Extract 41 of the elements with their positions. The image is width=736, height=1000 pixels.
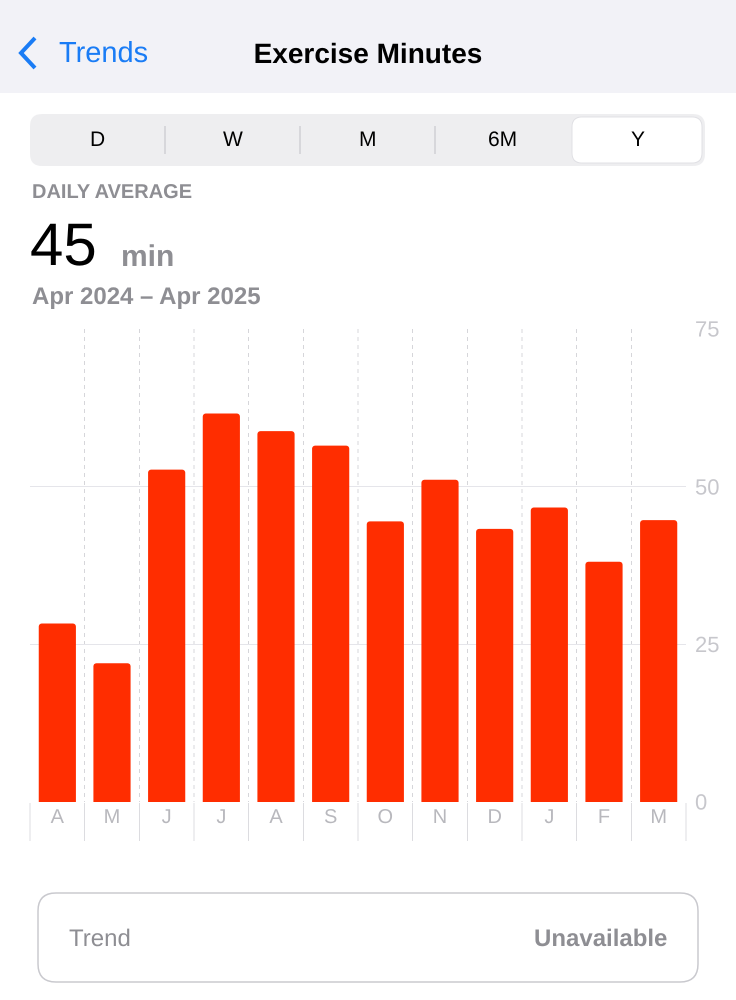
text: DAILY AVERAGE <box>32 181 192 203</box>
chart-title: Exercise Minutes <box>254 38 482 69</box>
bar <box>257 431 295 802</box>
text: W <box>223 128 243 151</box>
bar <box>421 480 459 802</box>
x-tick-label: O <box>378 806 394 828</box>
x-tick-label: J <box>544 806 554 828</box>
text: Trends <box>59 37 148 69</box>
bar <box>585 562 623 802</box>
text: Apr 2024 – Apr 2025 <box>32 283 261 310</box>
text: Y <box>631 128 646 151</box>
text: 45 <box>30 211 97 278</box>
bar <box>366 521 404 802</box>
bar <box>38 624 76 802</box>
bar <box>476 528 514 802</box>
y-tick-label: 50 <box>695 474 720 500</box>
bar <box>93 663 131 802</box>
y-tick-label: 75 <box>695 316 720 342</box>
bar <box>202 414 240 802</box>
text: Unavailable <box>534 925 668 952</box>
text: D <box>90 128 106 151</box>
x-tick-label: S <box>324 806 338 828</box>
x-tick-label: F <box>598 806 610 828</box>
text: min <box>121 240 174 273</box>
bar <box>148 470 186 802</box>
text: 6M <box>488 128 518 151</box>
bar <box>530 507 568 802</box>
text: M <box>359 128 376 151</box>
x-tick-label: J <box>216 806 226 828</box>
bar <box>640 520 678 802</box>
x-tick-label: N <box>432 806 448 828</box>
x-tick-label: J <box>162 806 172 828</box>
x-tick-label: M <box>650 806 668 828</box>
text: Trend <box>69 925 131 952</box>
bar <box>312 446 350 802</box>
x-tick-label: M <box>104 806 120 828</box>
y-tick-label: 0 <box>695 790 708 815</box>
x-tick-label: A <box>269 806 284 828</box>
y-tick-label: 25 <box>695 632 720 658</box>
x-tick-label: A <box>50 806 65 828</box>
x-tick-label: D <box>487 806 502 828</box>
